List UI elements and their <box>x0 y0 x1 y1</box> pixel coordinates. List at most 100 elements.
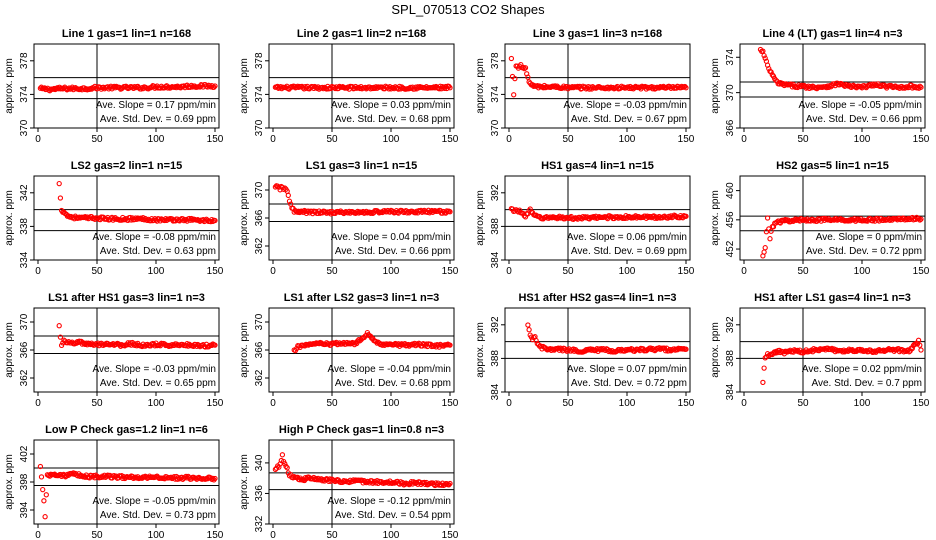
y-tick-label: 392 <box>725 316 736 333</box>
y-tick-label: 452 <box>725 240 736 257</box>
x-tick-label: 100 <box>854 134 871 145</box>
panel-1: Line 1 gas=1 lin=1 n=168 0 50 100 150 370 374 3… <box>4 28 224 145</box>
data-point <box>282 461 288 467</box>
x-tick-label: 0 <box>35 530 41 540</box>
data-point <box>279 452 286 458</box>
data-point <box>38 474 45 480</box>
x-tick-label: 150 <box>913 266 930 277</box>
data-point <box>40 486 46 493</box>
x-tick-label: 150 <box>207 398 224 409</box>
x-tick-label: 50 <box>91 398 103 409</box>
x-tick-label: 100 <box>383 134 400 145</box>
plot-frame <box>33 43 220 129</box>
data-point <box>760 379 766 386</box>
y-tick-label: 388 <box>490 350 501 367</box>
data-point <box>447 209 453 215</box>
x-tick-label: 100 <box>619 398 636 409</box>
y-axis-label: approx. ppm <box>475 322 486 378</box>
y-tick-label: 370 <box>490 119 501 136</box>
x-tick-label: 0 <box>35 398 41 409</box>
data-point <box>286 198 293 204</box>
data-point <box>683 346 689 352</box>
data-point <box>917 83 923 89</box>
avg-std-dev-text: Ave. Std. Dev. = 0.72 ppm <box>571 378 687 389</box>
panel-title: Line 2 gas=1 lin=2 n=168 <box>297 28 426 40</box>
y-tick-label: 336 <box>254 485 265 502</box>
avg-slope-text: Ave. Slope = -0.08 ppm/min <box>93 232 217 243</box>
panel-10: LS1 after LS2 gas=3 lin=1 n=3 0 50 100 150 36… <box>239 292 459 409</box>
data-point <box>175 474 182 481</box>
x-tick-label: 0 <box>741 266 747 277</box>
x-tick-label: 150 <box>442 530 459 540</box>
data-point <box>768 228 774 234</box>
plot-frame <box>268 43 455 129</box>
data-point <box>628 85 634 92</box>
data-point <box>764 215 771 221</box>
y-tick-label: 384 <box>490 383 501 400</box>
panel-title: HS2 gas=5 lin=1 n=15 <box>776 160 889 172</box>
data-point <box>57 334 64 340</box>
data-points <box>508 55 689 98</box>
x-tick-label: 0 <box>506 266 512 277</box>
x-tick-label: 50 <box>797 134 809 145</box>
data-point <box>276 464 282 470</box>
y-tick-label: 332 <box>254 515 265 532</box>
avg-slope-text: Ave. Slope = 0.04 ppm/min <box>331 232 451 243</box>
y-tick-label: 378 <box>19 52 30 69</box>
y-axis-label: approx. ppm <box>4 454 15 510</box>
avg-slope-text: Ave. Slope = -0.05 ppm/min <box>93 496 217 507</box>
y-tick-label: 374 <box>254 86 265 103</box>
data-point <box>356 336 362 343</box>
x-tick-label: 50 <box>562 134 574 145</box>
data-point <box>575 83 581 90</box>
y-tick-label: 362 <box>254 237 265 254</box>
data-point <box>661 345 668 351</box>
x-tick-label: 0 <box>506 134 512 145</box>
data-point <box>526 327 532 333</box>
y-tick-label: 362 <box>254 369 265 386</box>
avg-std-dev-text: Ave. Std. Dev. = 0.54 ppm <box>335 510 451 521</box>
y-tick-label: 370 <box>254 181 265 198</box>
data-point <box>761 365 767 371</box>
y-tick-label: 398 <box>19 473 30 490</box>
y-tick-label: 370 <box>725 84 736 101</box>
avg-slope-text: Ave. Slope = -0.12 ppm/min <box>328 496 452 507</box>
data-point <box>399 341 405 347</box>
x-tick-label: 50 <box>91 530 103 540</box>
y-axis-label: approx. ppm <box>475 58 486 114</box>
panel-title: LS1 gas=3 lin=1 n=15 <box>306 160 418 172</box>
avg-std-dev-text: Ave. Std. Dev. = 0.68 ppm <box>335 378 451 389</box>
panel-5: LS2 gas=2 lin=1 n=15 0 50 100 150 334 338 342 ap… <box>4 160 224 277</box>
x-tick-label: 150 <box>442 398 459 409</box>
panel-title: Low P Check gas=1.2 lin=1 n=6 <box>45 424 208 436</box>
avg-std-dev-text: Ave. Std. Dev. = 0.73 ppm <box>100 510 216 521</box>
data-point <box>683 85 689 91</box>
y-tick-label: 394 <box>19 501 30 518</box>
y-tick-label: 392 <box>490 316 501 333</box>
y-axis-label: approx. ppm <box>239 58 250 114</box>
y-tick-label: 378 <box>254 52 265 69</box>
avg-slope-text: Ave. Slope = 0.03 ppm/min <box>331 100 451 111</box>
x-tick-label: 150 <box>442 266 459 277</box>
avg-std-dev-text: Ave. Std. Dev. = 0.67 ppm <box>571 114 687 125</box>
panel-title: HS1 gas=4 lin=1 n=15 <box>541 160 654 172</box>
x-tick-label: 100 <box>854 398 871 409</box>
data-point <box>276 184 282 190</box>
panel-11: HS1 after HS2 gas=4 lin=1 n=3 0 50 100 150 38… <box>475 292 695 409</box>
x-tick-label: 50 <box>326 134 338 145</box>
data-point <box>65 86 71 92</box>
data-point <box>761 52 767 59</box>
data-point <box>57 195 64 201</box>
panel-6: LS1 gas=3 lin=1 n=15 0 50 100 150 362 366 370 ap… <box>239 160 459 277</box>
data-point <box>56 323 62 329</box>
data-point <box>683 213 689 219</box>
panel-9: LS1 after HS1 gas=3 lin=1 n=3 0 50 100 150 36… <box>4 292 224 409</box>
data-point <box>212 342 218 348</box>
y-axis-label: approx. ppm <box>710 58 721 114</box>
y-tick-label: 366 <box>725 119 736 136</box>
panel-3: Line 3 gas=1 lin=3 n=168 0 50 100 150 370 374 3… <box>475 28 695 145</box>
plot-frame <box>739 175 926 261</box>
data-points <box>757 46 924 92</box>
x-tick-label: 150 <box>913 398 930 409</box>
y-tick-label: 384 <box>725 383 736 400</box>
